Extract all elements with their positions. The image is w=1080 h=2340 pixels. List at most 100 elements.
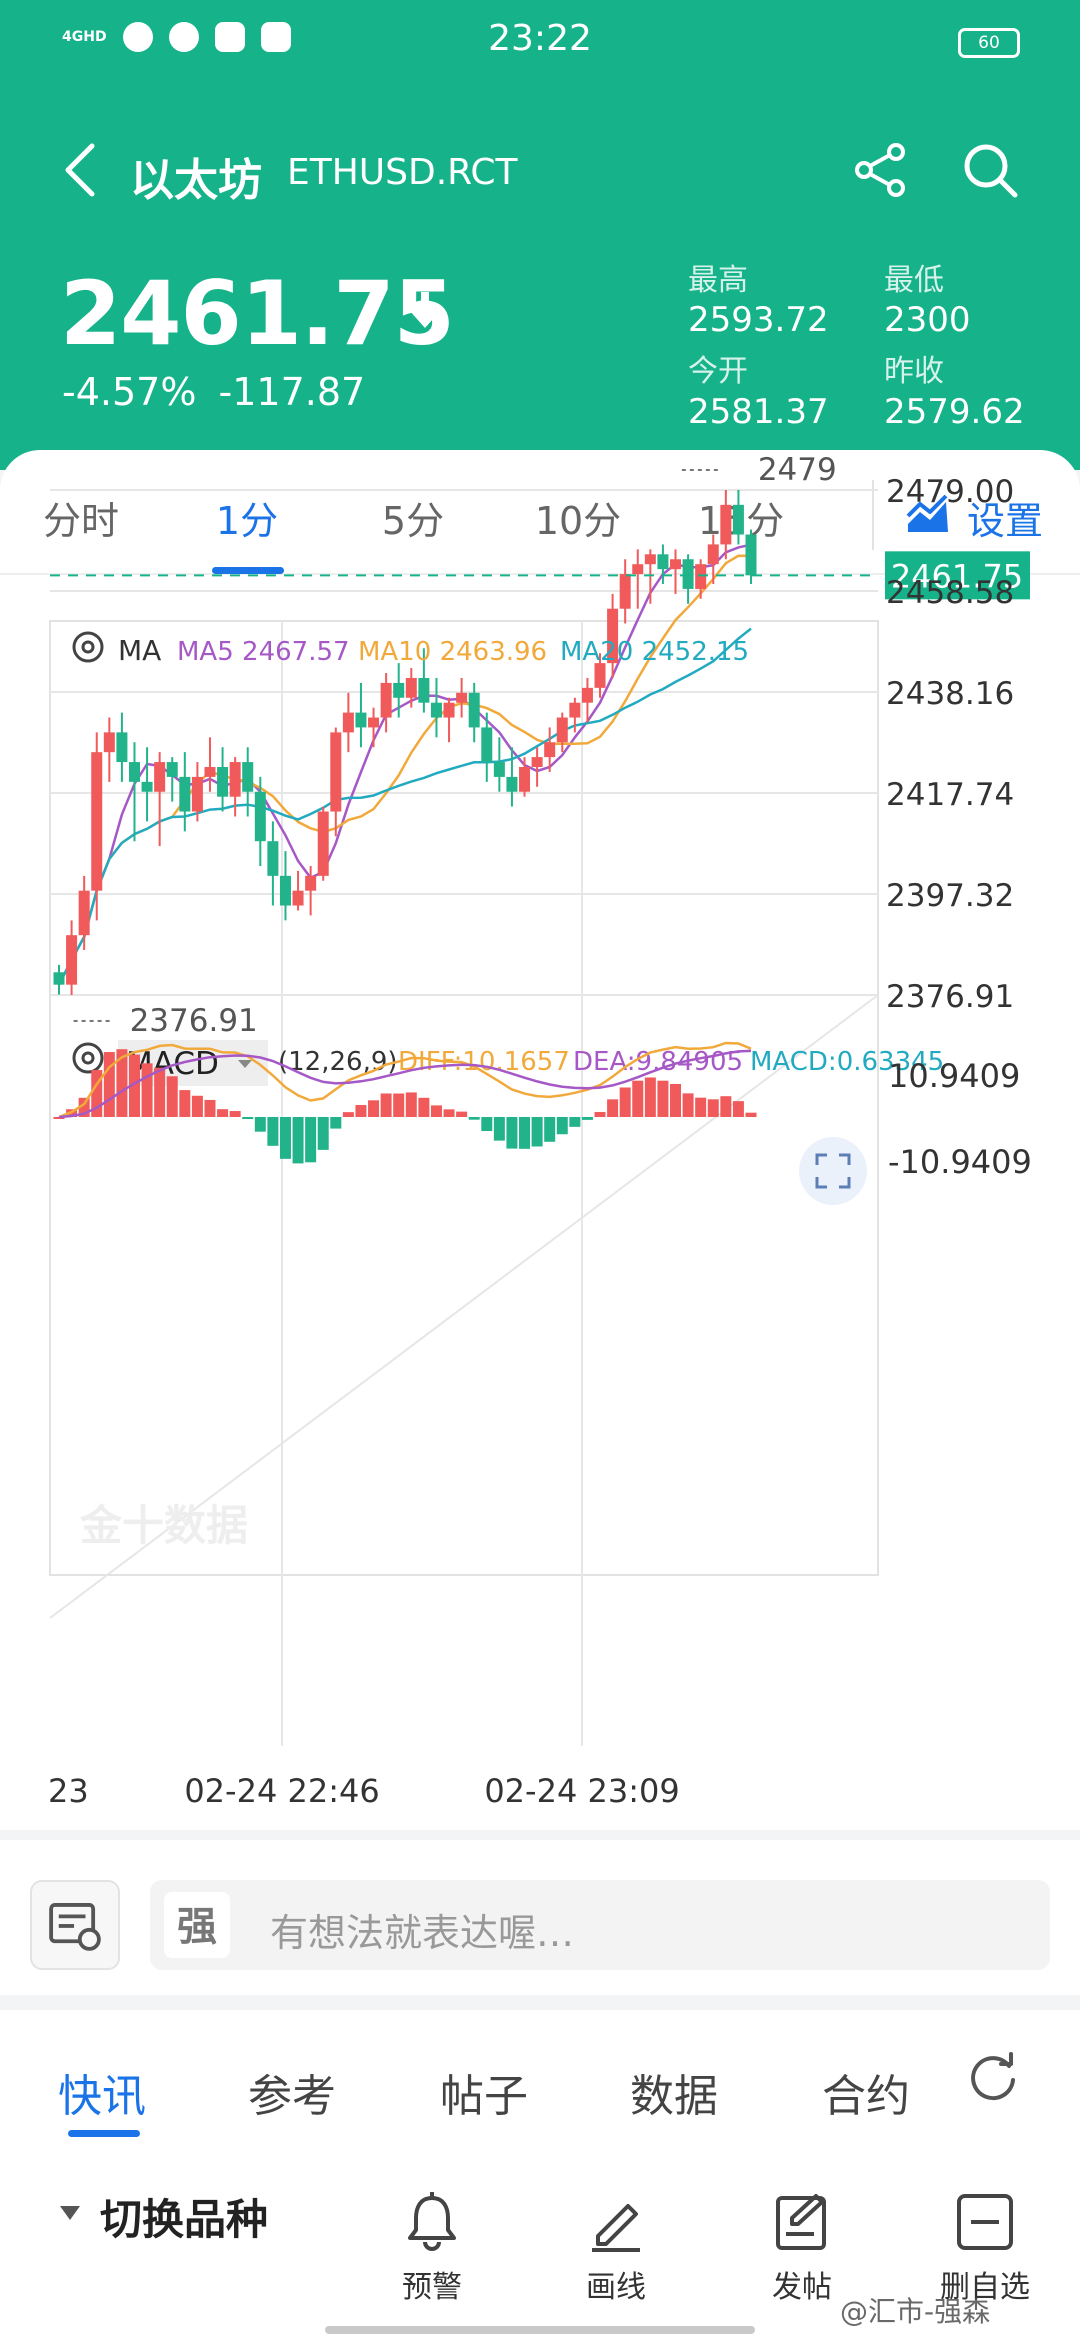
kline-chart[interactable]: 金十数据 MACD (12,26,9) DIFF:10.1657 DEA:9.8490… xyxy=(0,450,1080,1850)
refresh-icon[interactable] xyxy=(965,2050,1021,2106)
pane-separator xyxy=(49,994,879,1619)
tabs-divider xyxy=(872,480,874,550)
macd-histogram-bar xyxy=(242,1117,254,1119)
macd-histogram-bar xyxy=(141,1063,153,1117)
tab-period-10min[interactable]: 10分 xyxy=(534,499,622,543)
macd-settings-gear-icon[interactable] xyxy=(72,1042,104,1074)
remove-watchlist-button[interactable]: 删自选 xyxy=(915,2190,1055,2330)
candle-body xyxy=(305,875,317,891)
candlestick xyxy=(191,762,203,822)
notes-button[interactable] xyxy=(30,1880,120,1970)
candlestick xyxy=(154,752,166,847)
tab-period-timeshare[interactable]: 分时 xyxy=(42,499,119,543)
candlestick xyxy=(720,490,732,560)
tab-contract[interactable]: 合约 xyxy=(822,2071,910,2122)
candlestick xyxy=(368,707,380,748)
tab-news[interactable]: 快讯 xyxy=(58,2071,146,2122)
draw-line-button[interactable]: 画线 xyxy=(546,2190,686,2330)
candlestick xyxy=(695,559,707,599)
down-arrow-icon xyxy=(409,292,441,328)
macd-histogram-bar xyxy=(430,1105,442,1117)
alert-button[interactable]: 预警 xyxy=(362,2190,502,2330)
back-arrow-icon[interactable] xyxy=(60,142,102,198)
candle-body xyxy=(204,767,216,777)
candle-body xyxy=(682,559,694,589)
macd-histogram-bar xyxy=(305,1117,317,1163)
candlestick xyxy=(544,727,556,772)
candle-body xyxy=(380,682,392,718)
candle-body xyxy=(670,559,682,570)
macd-histogram-bar xyxy=(355,1105,367,1117)
comment-bar: 强 有想法就表达喔… xyxy=(0,1840,1080,1995)
tab-period-5min[interactable]: 5分 xyxy=(381,499,445,543)
macd-histogram-bar xyxy=(78,1097,90,1117)
watermark-logo: 金十数据 xyxy=(79,1501,248,1550)
candlestick xyxy=(556,712,568,753)
candle-body xyxy=(368,717,380,728)
candlestick xyxy=(670,549,682,594)
macd-histogram-bar xyxy=(720,1096,732,1117)
macd-histogram-bar xyxy=(154,1067,166,1117)
macd-diff-line xyxy=(58,1041,752,1119)
prev-close-value: 2579.62 xyxy=(884,392,1025,432)
time-tick-label: 23 xyxy=(48,1772,89,1810)
high-label: 最高 xyxy=(688,263,748,298)
macd-histogram-bar xyxy=(393,1093,405,1117)
post-button[interactable]: 发帖 xyxy=(732,2190,872,2330)
search-icon[interactable] xyxy=(960,140,1020,200)
candlestick xyxy=(103,717,115,782)
bottom-section: 快讯 参考 帖子 数据 合约 切换品种 预警 画线 发帖 xyxy=(0,2010,1080,2340)
instrument-symbol: ETHUSD.RCT xyxy=(287,152,518,193)
macd-histogram-bar xyxy=(53,1117,65,1119)
time-tick-label: 02-24 23:09 xyxy=(484,1772,679,1810)
status-bar: 4GHD 23:22 60 xyxy=(0,0,1080,80)
price-tick-label: 2417.74 xyxy=(886,777,1014,813)
candle-body xyxy=(481,727,493,763)
candlestick xyxy=(418,648,430,713)
ma20-line xyxy=(57,627,752,986)
macd-histogram-bar xyxy=(594,1112,606,1117)
status-time: 23:22 xyxy=(488,18,592,59)
candlestick xyxy=(531,747,543,787)
macd-histogram-bar xyxy=(116,1049,128,1117)
macd-histogram-bar xyxy=(657,1080,669,1117)
tab-data[interactable]: 数据 xyxy=(630,2071,718,2122)
macd-dea-line xyxy=(58,1049,752,1119)
candle-body xyxy=(242,762,254,792)
candlestick xyxy=(506,747,518,807)
chart-settings-button[interactable]: 设置 xyxy=(900,482,1080,552)
ma-settings-gear-icon[interactable] xyxy=(72,631,104,663)
candlestick xyxy=(116,712,128,782)
tab-period-1min[interactable]: 1分 xyxy=(215,499,279,543)
candlestick xyxy=(317,806,329,881)
macd-histogram-bar xyxy=(456,1111,468,1117)
share-icon[interactable] xyxy=(850,140,910,200)
ma10-line xyxy=(57,554,752,986)
macd-histogram-bar xyxy=(468,1117,480,1120)
candle-body xyxy=(66,935,78,985)
home-indicator[interactable] xyxy=(325,2326,755,2334)
tab-posts[interactable]: 帖子 xyxy=(440,2071,528,2122)
comment-input[interactable]: 强 有想法就表达喔… xyxy=(150,1880,1050,1970)
candlestick xyxy=(644,549,656,604)
candlestick xyxy=(53,964,65,995)
candlestick xyxy=(380,673,392,733)
switch-product-label: 切换品种 xyxy=(100,2195,269,2244)
candlestick xyxy=(393,663,405,718)
candlestick xyxy=(229,757,241,817)
prev-close-label: 昨收 xyxy=(884,354,944,389)
candle-body xyxy=(342,712,354,733)
macd-tick-label: 10.9409 xyxy=(888,1057,1020,1095)
candle-body xyxy=(632,564,644,575)
candle-body xyxy=(695,564,707,589)
candlestick xyxy=(481,712,493,782)
macd-histogram-bar xyxy=(103,1052,115,1117)
active-tab-indicator xyxy=(68,2130,140,2137)
candle-body xyxy=(292,890,304,906)
candlestick xyxy=(305,865,317,916)
time-tick-label: 02-24 22:46 xyxy=(184,1772,379,1810)
candle-body xyxy=(569,702,581,718)
candlestick xyxy=(405,668,417,708)
fullscreen-icon[interactable] xyxy=(799,1137,867,1205)
tab-reference[interactable]: 参考 xyxy=(248,2071,336,2122)
